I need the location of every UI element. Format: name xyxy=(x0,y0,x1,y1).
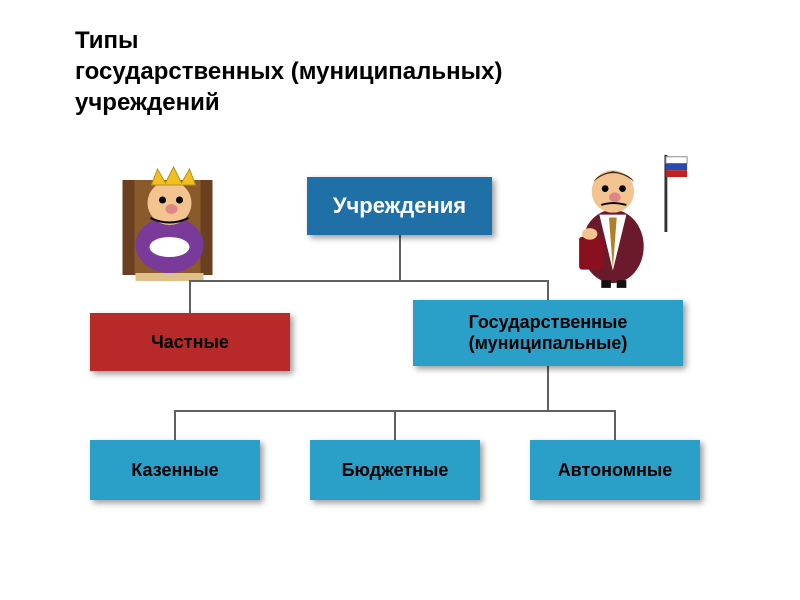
node-public: Государственные (муниципальные) xyxy=(413,300,683,366)
node-label: Государственные (муниципальные) xyxy=(469,312,628,354)
official-icon xyxy=(555,145,690,290)
node-kaz: Казенные xyxy=(90,440,260,500)
node-label: Учреждения xyxy=(333,193,466,219)
node-aut: Автономные xyxy=(530,440,700,500)
page-title: Типы государственных (муниципальных) учр… xyxy=(75,25,502,119)
node-label: Казенные xyxy=(131,460,218,481)
node-bud: Бюджетные xyxy=(310,440,480,500)
node-label: Автономные xyxy=(558,460,673,481)
king-icon xyxy=(105,145,250,285)
node-root: Учреждения xyxy=(307,177,492,235)
node-label: Бюджетные xyxy=(342,460,449,481)
node-label: Частные xyxy=(151,332,229,353)
node-private: Частные xyxy=(90,313,290,371)
